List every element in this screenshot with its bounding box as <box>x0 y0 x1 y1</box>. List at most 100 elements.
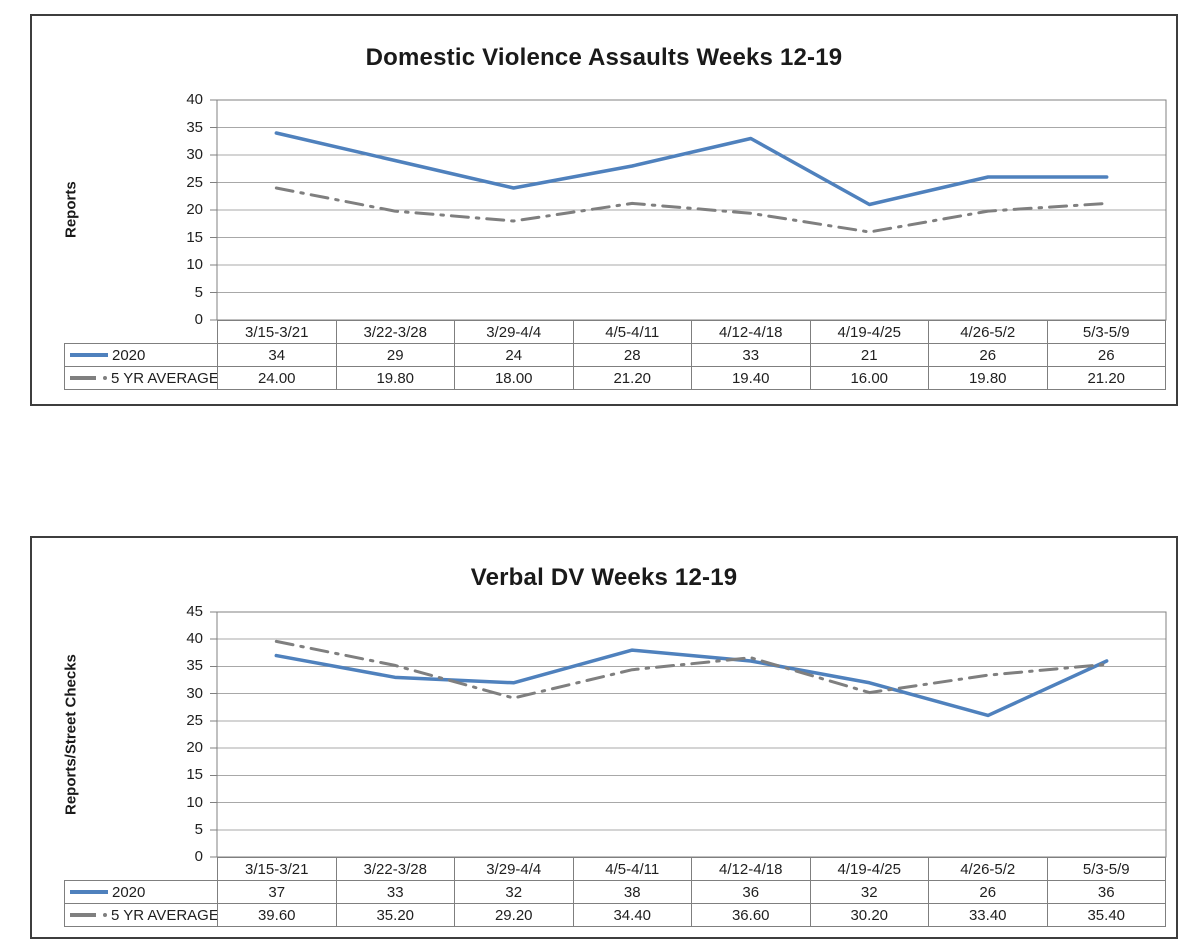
y-tick-label: 0 <box>194 848 203 865</box>
category-header-cell: 4/12-4/18 <box>691 857 811 881</box>
value-cell: 29.20 <box>454 903 574 927</box>
value-cell: 36 <box>691 880 811 904</box>
y-tick-label: 40 <box>186 91 203 108</box>
category-header-cell: 3/15-3/21 <box>217 857 337 881</box>
table-row: 2020 34 29 24 28 33 21 26 26 <box>64 343 1166 367</box>
value-cell: 35.20 <box>335 903 455 927</box>
value-cell: 24 <box>454 343 574 367</box>
y-tick-label: 15 <box>186 766 203 784</box>
chart-data-table: 3/15-3/21 3/22-3/28 3/29-4/4 4/5-4/11 4/12-4… <box>64 320 1166 390</box>
legend-key: 2020 <box>67 345 215 366</box>
value-cell: 34 <box>217 343 337 367</box>
y-tick-label: 35 <box>186 657 203 675</box>
value-cell: 36.60 <box>691 903 811 927</box>
chart-title: Verbal DV Weeks 12-19 <box>470 564 738 591</box>
value-cell: 35.40 <box>1046 903 1166 927</box>
category-header-cell: 4/26-5/2 <box>928 857 1048 881</box>
category-header-cell: 3/29-4/4 <box>454 320 574 344</box>
value-cell: 21.20 <box>572 366 692 390</box>
category-header-cell: 3/22-3/28 <box>335 320 455 344</box>
legend-cell: 5 YR AVERAGE <box>64 366 218 390</box>
table-header-row: 3/15-3/21 3/22-3/28 3/29-4/4 4/5-4/11 4/12-4… <box>65 857 1166 881</box>
legend-key: 5 YR AVERAGE <box>67 905 218 926</box>
category-header-cell: 4/19-4/25 <box>809 320 929 344</box>
y-tick-label: 5 <box>194 820 203 838</box>
value-cell: 29 <box>335 343 455 367</box>
value-cell: 37 <box>217 880 337 904</box>
legend-cell: 2020 <box>64 880 218 904</box>
y-tick-label: 0 <box>194 311 203 328</box>
y-axis-title: Reports <box>62 181 80 239</box>
value-cell: 39.60 <box>217 903 337 927</box>
value-cell: 26 <box>928 343 1048 367</box>
value-cell: 38 <box>572 880 692 904</box>
legend-solid-line-swatch <box>70 890 108 894</box>
legend-key: 5 YR AVERAGE <box>67 368 218 389</box>
y-tick-label: 25 <box>186 173 203 191</box>
y-tick-label: 45 <box>186 603 203 620</box>
category-header-cell: 3/15-3/21 <box>217 320 337 344</box>
legend-dot-swatch <box>103 376 107 380</box>
table-header-row: 3/15-3/21 3/22-3/28 3/29-4/4 4/5-4/11 4/12-4… <box>65 320 1166 344</box>
series-name: 5 YR AVERAGE <box>111 369 218 387</box>
y-axis-title: Reports/Street Checks <box>62 654 80 815</box>
value-cell: 18.00 <box>454 366 574 390</box>
category-header-cell: 5/3-5/9 <box>1046 857 1166 881</box>
category-header-cell: 4/5-4/11 <box>572 857 692 881</box>
value-cell: 21.20 <box>1046 366 1166 390</box>
y-tick-label: 20 <box>186 201 203 218</box>
chart-data-table: 3/15-3/21 3/22-3/28 3/29-4/4 4/5-4/11 4/12-4… <box>64 857 1166 927</box>
line-plot <box>210 611 1167 858</box>
plot-frame <box>216 611 1167 858</box>
chart-card-dv-assaults: Domestic Violence Assaults Weeks 12-19 R… <box>30 14 1178 406</box>
value-cell: 33 <box>691 343 811 367</box>
series-name: 5 YR AVERAGE <box>111 906 218 924</box>
value-cell: 33.40 <box>928 903 1048 927</box>
y-tick-label: 30 <box>186 146 203 163</box>
value-cell: 30.20 <box>809 903 929 927</box>
value-cell: 19.80 <box>928 366 1048 390</box>
value-cell: 26 <box>1046 343 1166 367</box>
table-row: 5 YR AVERAGE 24.00 19.80 18.00 21.20 19.40 16.… <box>64 366 1166 390</box>
value-cell: 34.40 <box>572 903 692 927</box>
category-header-cell: 3/29-4/4 <box>454 857 574 881</box>
y-tick-label: 40 <box>186 630 203 648</box>
category-header-cell: 4/26-5/2 <box>928 320 1048 344</box>
category-header-cell: 3/22-3/28 <box>335 857 455 881</box>
series-line-2020 <box>274 131 1109 207</box>
series-line-5-yr-average <box>274 186 1109 234</box>
y-tick-label: 20 <box>186 739 203 757</box>
legend-key: 2020 <box>67 882 215 903</box>
series-line-5-yr-average <box>274 639 1109 700</box>
value-cell: 28 <box>572 343 692 367</box>
category-header-cell: 4/5-4/11 <box>572 320 692 344</box>
chart-card-verbal-dv: Verbal DV Weeks 12-19 Reports/Street Che… <box>30 536 1178 939</box>
series-line-2020 <box>274 648 1109 718</box>
y-tick-label: 25 <box>186 711 203 729</box>
y-tick-label: 10 <box>186 793 203 811</box>
series-name: 2020 <box>112 883 146 901</box>
legend-solid-line-swatch <box>70 353 108 357</box>
category-header-cell: 4/12-4/18 <box>691 320 811 344</box>
y-tick-label: 30 <box>186 684 203 702</box>
category-header-cell: 4/19-4/25 <box>809 857 929 881</box>
value-cell: 32 <box>809 880 929 904</box>
series-name: 2020 <box>112 346 146 364</box>
value-cell: 19.40 <box>691 366 811 390</box>
legend-cell: 2020 <box>64 343 218 367</box>
value-cell: 24.00 <box>217 366 337 390</box>
legend-dash-swatch <box>70 376 96 380</box>
legend-cell: 5 YR AVERAGE <box>64 903 218 927</box>
line-plot <box>210 99 1167 321</box>
table-row: 5 YR AVERAGE 39.60 35.20 29.20 34.40 36.60 30.… <box>64 903 1166 927</box>
y-tick-label: 10 <box>186 256 203 273</box>
table-row: 2020 37 33 32 38 36 32 26 36 <box>64 880 1166 904</box>
value-cell: 33 <box>335 880 455 904</box>
y-tick-label: 15 <box>186 228 203 246</box>
value-cell: 32 <box>454 880 574 904</box>
value-cell: 16.00 <box>809 366 929 390</box>
y-tick-label: 5 <box>194 283 203 301</box>
legend-dash-swatch <box>70 913 96 917</box>
chart-title: Domestic Violence Assaults Weeks 12-19 <box>365 44 843 71</box>
